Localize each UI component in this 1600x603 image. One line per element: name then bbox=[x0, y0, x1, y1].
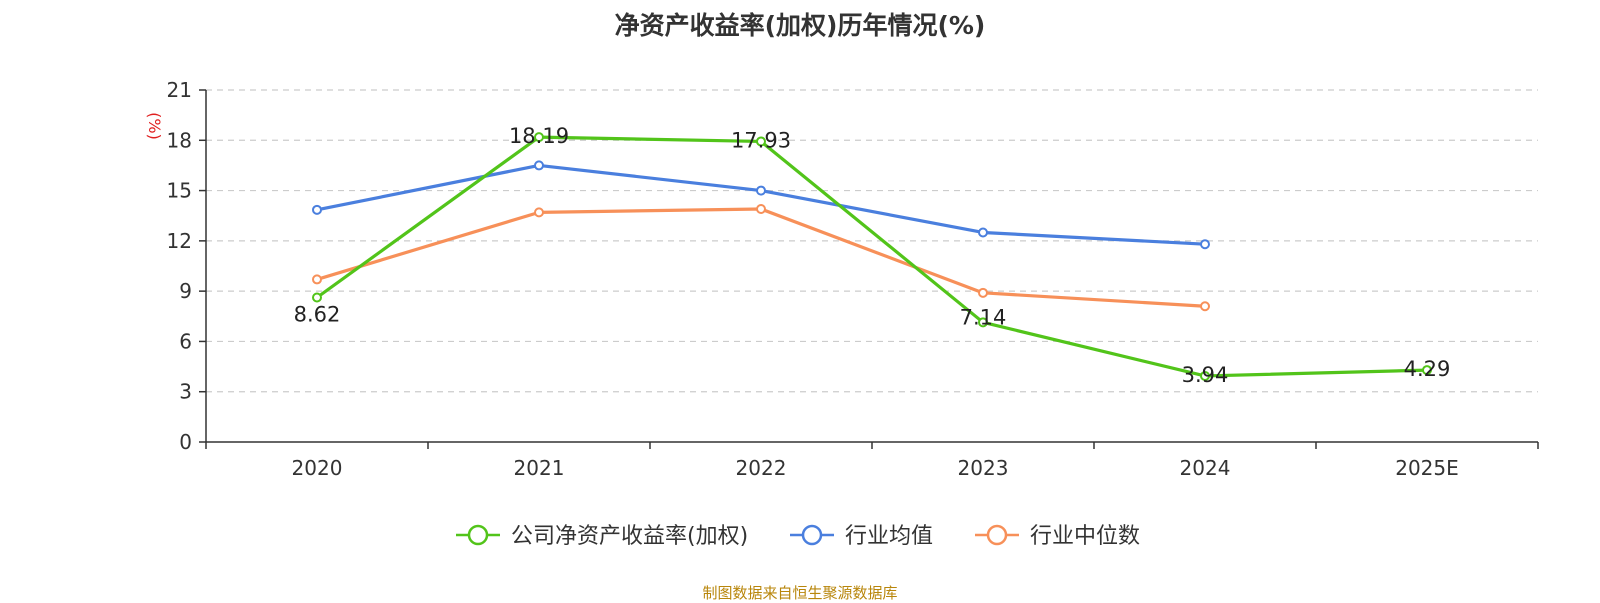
series-line-0 bbox=[316, 135, 1428, 378]
data-label: 7.14 bbox=[960, 305, 1007, 329]
data-point bbox=[756, 204, 766, 215]
y-tick-label: 21 bbox=[167, 78, 192, 102]
legend-marker-1 bbox=[801, 524, 823, 546]
x-tick-label: 2020 bbox=[292, 456, 343, 480]
source-note: 制图数据来自恒生聚源数据库 bbox=[702, 584, 898, 602]
y-tick-label: 0 bbox=[179, 430, 192, 454]
x-tick-label: 2025E bbox=[1395, 456, 1459, 480]
y-tick-label: 15 bbox=[167, 179, 192, 203]
x-tick-label: 2024 bbox=[1180, 456, 1231, 480]
data-point bbox=[1200, 301, 1210, 312]
data-point bbox=[534, 160, 544, 171]
legend-label-0: 公司净资产收益率(加权) bbox=[511, 524, 748, 549]
data-point bbox=[312, 204, 322, 215]
y-tick-label: 6 bbox=[179, 329, 192, 353]
data-point bbox=[756, 136, 766, 147]
legend-label-2: 行业中位数 bbox=[1030, 524, 1140, 549]
data-label: 4.29 bbox=[1404, 357, 1451, 381]
legend-label-1: 行业均值 bbox=[845, 524, 933, 549]
x-tick-label: 2021 bbox=[514, 456, 565, 480]
data-point bbox=[534, 207, 544, 218]
x-tick-label: 2022 bbox=[736, 456, 787, 480]
x-tick-label: 2023 bbox=[958, 456, 1009, 480]
data-point bbox=[1200, 370, 1210, 381]
data-point bbox=[312, 274, 322, 285]
y-tick-label: 9 bbox=[179, 279, 192, 303]
data-label: 18.19 bbox=[509, 124, 569, 148]
data-point bbox=[978, 227, 988, 238]
data-label: 8.62 bbox=[294, 303, 341, 327]
data-point bbox=[756, 185, 766, 196]
data-point bbox=[1422, 365, 1432, 376]
legend-marker-0 bbox=[467, 524, 489, 546]
data-point bbox=[978, 287, 988, 298]
chart-title: 净资产收益率(加权)历年情况(%) bbox=[614, 11, 986, 40]
y-tick-label: 3 bbox=[179, 380, 192, 404]
data-point bbox=[534, 132, 544, 143]
data-label: 3.94 bbox=[1182, 363, 1229, 387]
y-tick-label: 12 bbox=[167, 229, 192, 253]
legend-marker-2 bbox=[986, 524, 1008, 546]
y-tick-label: 18 bbox=[167, 128, 192, 152]
data-point bbox=[1200, 239, 1210, 250]
data-point bbox=[312, 292, 322, 303]
data-label: 17.93 bbox=[731, 128, 791, 152]
data-point bbox=[978, 317, 988, 328]
y-axis-label: (%) bbox=[145, 112, 164, 140]
